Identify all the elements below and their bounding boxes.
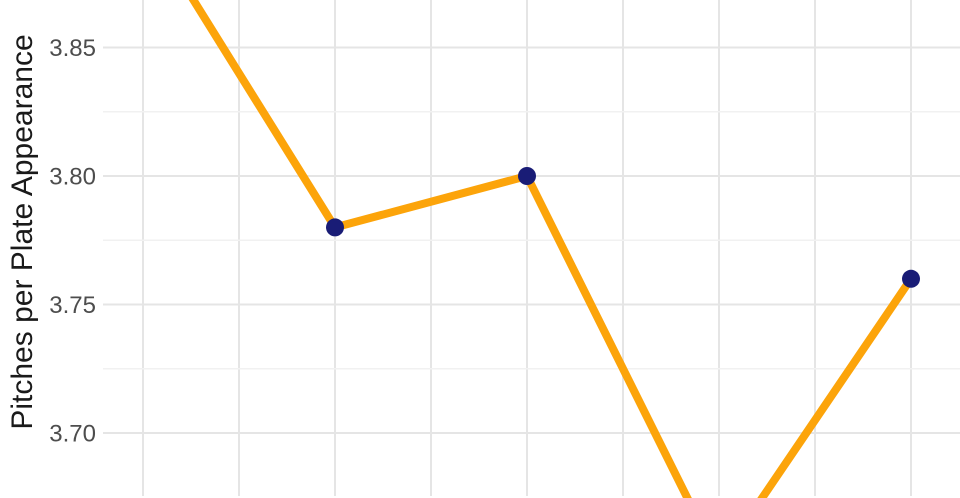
y-tick-label: 3.75: [49, 292, 96, 319]
y-tick-label: 3.85: [49, 35, 96, 62]
data-point: [326, 218, 344, 237]
y-tick-label: 3.70: [49, 421, 96, 448]
data-point: [518, 167, 536, 185]
y-tick-label: 3.80: [49, 164, 96, 191]
data-point: [902, 269, 920, 288]
y-axis-title: Pitches per Plate Appearance: [6, 34, 39, 430]
